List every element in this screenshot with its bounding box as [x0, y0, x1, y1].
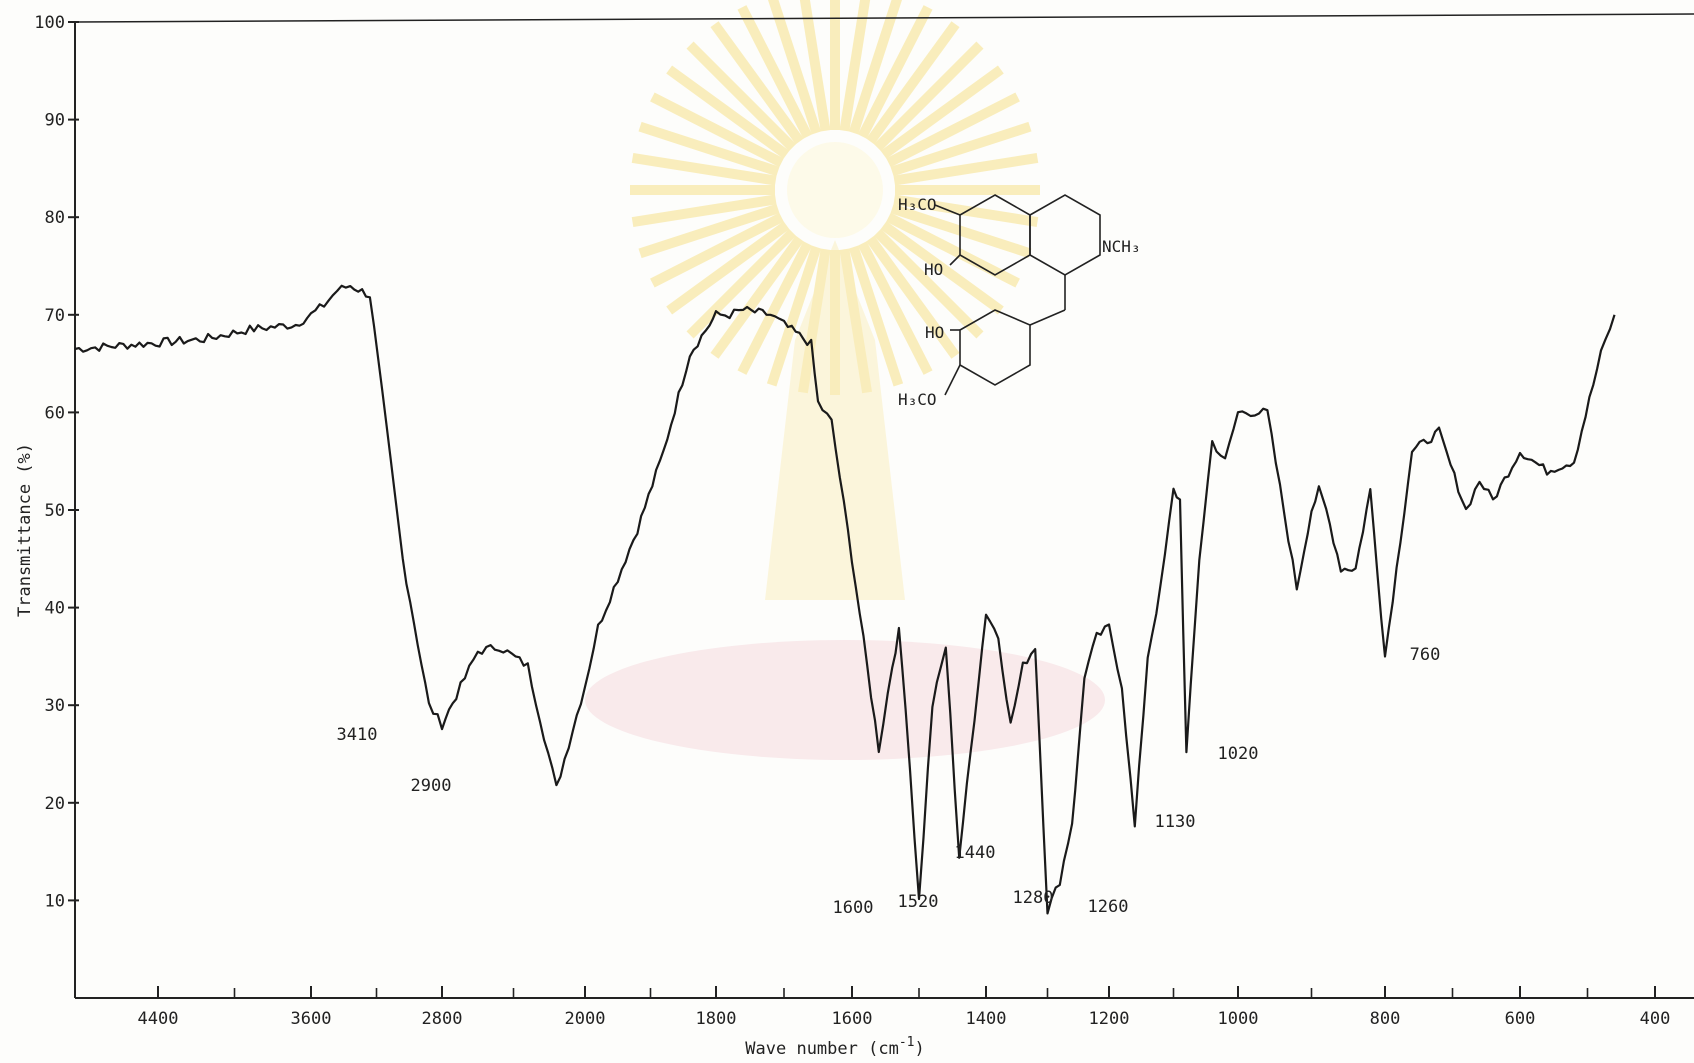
- watermark-ray: [666, 221, 790, 315]
- watermark-ray: [631, 194, 777, 228]
- peak-label: 1520: [898, 892, 939, 912]
- peak-label: 1020: [1218, 744, 1259, 764]
- structure-bond: [934, 204, 961, 216]
- peak-label: 1280: [1013, 888, 1054, 908]
- structure-label-h3co-top: H₃CO: [898, 195, 937, 214]
- x-tick-label: 2800: [422, 1009, 463, 1029]
- watermark-ray: [873, 228, 984, 339]
- watermark-ray: [766, 245, 822, 387]
- x-axis-ticks: 4400 3600 2800 2000 1800 1600 1400 1200 1000 800 6…: [138, 986, 1671, 1029]
- watermark-ray: [886, 92, 1020, 168]
- watermark-ray: [880, 221, 1004, 315]
- watermark-ray: [890, 121, 1032, 177]
- x-axis-title-superscript: -1: [899, 1035, 915, 1050]
- x-tick-label: 1800: [696, 1009, 737, 1029]
- watermark-ray: [839, 0, 871, 132]
- peak-label: 1130: [1155, 812, 1196, 832]
- y-tick-label: 50: [45, 501, 65, 521]
- x-tick-label: 2000: [565, 1009, 606, 1029]
- watermark-ray: [631, 152, 777, 186]
- structure-label-ho-top: HO: [924, 260, 943, 279]
- watermark-ray: [857, 5, 933, 139]
- y-tick-label: 40: [45, 599, 65, 619]
- x-tick-label: 4400: [138, 1009, 179, 1029]
- watermark-ray: [886, 212, 1020, 288]
- peak-label: 1440: [955, 843, 996, 863]
- watermark-ray: [710, 21, 804, 145]
- peak-label: 2900: [411, 776, 452, 796]
- watermark-ray: [686, 41, 797, 152]
- watermark-seal: [585, 0, 1105, 760]
- y-tick-label: 70: [45, 306, 65, 326]
- chemical-structure: H₃CO HO NCH₃ HO H₃CO: [898, 194, 1141, 409]
- watermark-ray: [737, 5, 813, 139]
- structure-label-ho-bottom: HO: [925, 323, 944, 342]
- y-axis-title: Transmittance (%): [15, 443, 35, 617]
- x-axis-title: Wave number (cm-1): [745, 1035, 924, 1059]
- y-tick-label: 10: [45, 891, 65, 911]
- watermark-ray: [737, 241, 813, 375]
- watermark-ray: [797, 248, 831, 394]
- watermark-ray: [880, 65, 1004, 159]
- y-axis-ticks: 10 20 30 40 50 60 70 80 90 100: [34, 13, 79, 911]
- y-tick-label: 20: [45, 794, 65, 814]
- structure-bond: [944, 364, 961, 396]
- watermark-ray: [666, 65, 790, 159]
- peak-labels: 3410 2900 1600 1520 1440 1280 1260 1130 1020 760: [337, 645, 1441, 918]
- y-tick-label: 100: [34, 13, 65, 33]
- top-border-line: [74, 13, 1694, 23]
- structure-label-h3co-bottom: H₃CO: [898, 390, 937, 409]
- watermark-ray: [857, 241, 933, 375]
- watermark-ray: [710, 235, 804, 359]
- watermark-ray: [866, 235, 960, 359]
- watermark-ray: [638, 121, 780, 177]
- x-axis-title-main: Wave number (cm: [745, 1039, 899, 1059]
- structure-bond: [949, 254, 961, 266]
- x-tick-label: 1600: [832, 1009, 873, 1029]
- structure-label-nch3: NCH₃: [1102, 237, 1141, 256]
- watermark-ray: [638, 203, 780, 259]
- watermark-ray: [848, 245, 904, 387]
- y-tick-label: 90: [45, 111, 65, 131]
- x-tick-label: 600: [1505, 1009, 1536, 1029]
- x-tick-label: 800: [1370, 1009, 1401, 1029]
- watermark-ray: [839, 248, 873, 394]
- watermark-ray: [650, 212, 784, 288]
- watermark-ray: [650, 92, 784, 168]
- watermark-ray: [866, 21, 960, 145]
- x-tick-label: 400: [1640, 1009, 1671, 1029]
- structure-bond: [1029, 309, 1066, 326]
- watermark-ray: [799, 0, 831, 132]
- peak-label: 3410: [337, 725, 378, 745]
- watermark-ray: [873, 41, 984, 152]
- peak-label: 1600: [833, 898, 874, 918]
- x-tick-label: 1000: [1218, 1009, 1259, 1029]
- watermark-ray: [893, 152, 1039, 186]
- watermark-ray: [890, 203, 1032, 259]
- x-axis-title-close: ): [914, 1039, 924, 1059]
- y-tick-label: 80: [45, 208, 65, 228]
- peak-label: 1260: [1088, 897, 1129, 917]
- peak-label: 760: [1410, 645, 1441, 665]
- spectrum-series-line: [74, 284, 1616, 915]
- structure-ring-b: [1029, 194, 1101, 276]
- x-tick-label: 3600: [291, 1009, 332, 1029]
- watermark-sunburst: [630, 0, 1040, 395]
- watermark-ray: [686, 228, 797, 339]
- y-tick-label: 30: [45, 696, 65, 716]
- x-tick-label: 1200: [1089, 1009, 1130, 1029]
- y-tick-label: 60: [45, 403, 65, 423]
- x-tick-label: 1400: [966, 1009, 1007, 1029]
